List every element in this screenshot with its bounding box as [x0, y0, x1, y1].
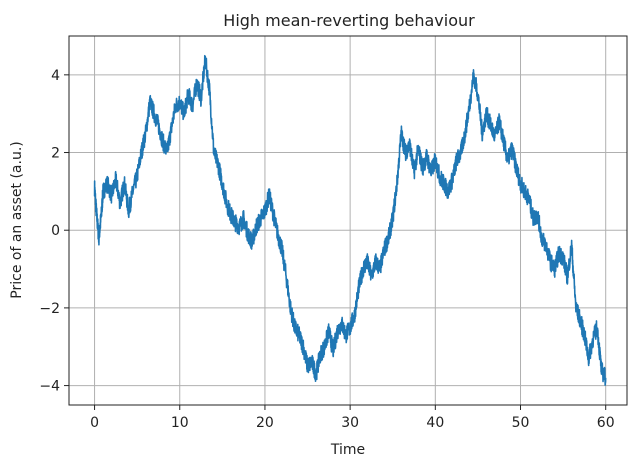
x-tick-label: 30: [341, 415, 359, 431]
y-tick-label: −2: [39, 301, 60, 317]
y-tick-label: 0: [51, 223, 60, 239]
y-tick-label: 2: [51, 146, 60, 162]
plot-frame: [68, 35, 628, 406]
ticks: 0 10 20 30 40 50 60 −4 −2 0 2 4: [39, 68, 614, 431]
grid: [69, 36, 627, 405]
chart-title: High mean-reverting behaviour: [223, 11, 475, 30]
y-tick-label: −4: [39, 379, 60, 395]
x-tick-label: 20: [256, 415, 274, 431]
x-tick-label: 40: [426, 415, 444, 431]
y-tick-label: 4: [51, 68, 60, 84]
series-line: [93, 54, 607, 386]
x-tick-label: 60: [597, 415, 615, 431]
series-layer: [93, 54, 607, 386]
x-tick-label: 10: [171, 415, 189, 431]
y-axis-label: Price of an asset (a.u.): [9, 141, 25, 298]
x-axis-label: Time: [330, 442, 365, 458]
x-tick-label: 0: [90, 415, 99, 431]
x-tick-label: 50: [512, 415, 530, 431]
